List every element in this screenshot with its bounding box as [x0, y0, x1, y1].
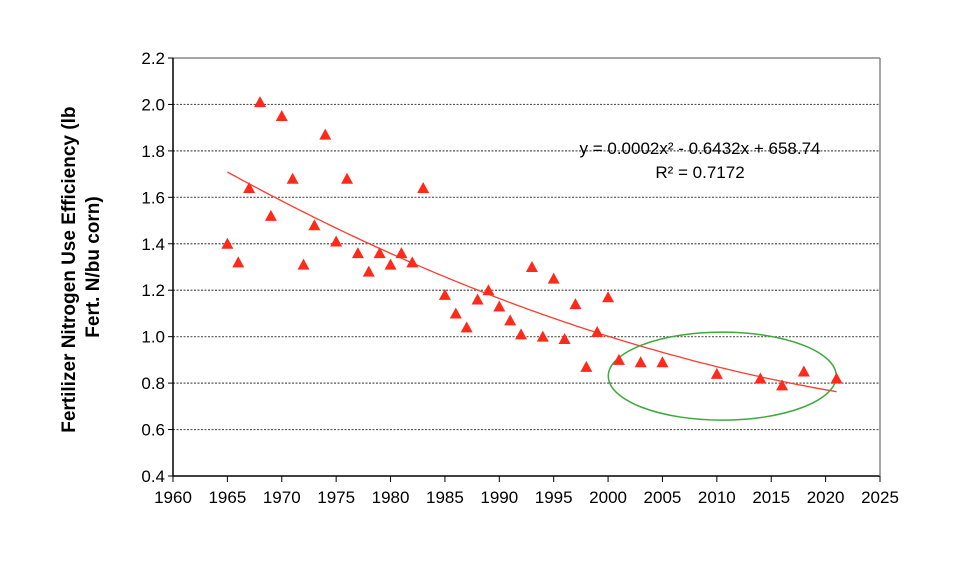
y-tick-label: 1.6 — [141, 188, 165, 207]
x-tick-label: 1965 — [208, 488, 246, 507]
y-tick-label: 2.2 — [141, 49, 165, 68]
x-tick-label: 2025 — [861, 488, 899, 507]
data-point — [656, 356, 669, 368]
data-point — [275, 110, 288, 122]
data-point — [351, 247, 364, 259]
data-point — [776, 379, 789, 391]
data-point — [493, 300, 506, 312]
x-tick-label: 1980 — [372, 488, 410, 507]
y-tick-label: 1.2 — [141, 281, 165, 300]
data-point — [754, 372, 767, 384]
gridlines — [173, 57, 880, 431]
x-tick-label: 1990 — [480, 488, 518, 507]
x-tick-label: 2010 — [698, 488, 736, 507]
x-tick-label: 1960 — [154, 488, 192, 507]
data-point — [558, 332, 571, 344]
y-tick-label: 1.0 — [141, 328, 165, 347]
data-point — [243, 182, 256, 194]
x-tick-label: 1995 — [535, 488, 573, 507]
y-axis-title-line2: Fert. N/bu corn) — [83, 196, 104, 337]
r-squared-label: R² = 0.7172 — [655, 163, 744, 182]
x-tick-label: 2005 — [644, 488, 682, 507]
x-tick-label: 1970 — [263, 488, 301, 507]
data-point — [221, 237, 234, 249]
data-point — [634, 356, 647, 368]
data-point — [395, 247, 408, 259]
data-point — [373, 247, 386, 259]
data-point — [384, 258, 397, 270]
data-point — [417, 182, 430, 194]
data-point — [254, 96, 267, 108]
y-tick-labels: 0.4 0.6 0.8 1.0 1.2 1.4 1.6 1.8 2.0 2.2 — [141, 49, 165, 486]
data-point — [264, 209, 277, 221]
x-tick-label: 1985 — [426, 488, 464, 507]
x-tick-label: 2015 — [752, 488, 790, 507]
data-point — [602, 291, 615, 303]
data-point — [525, 261, 538, 272]
data-point — [797, 365, 810, 377]
x-tick-label: 2000 — [589, 488, 627, 507]
data-point — [591, 326, 604, 338]
y-axis-title: Fertilizer Nitrogen Use Efficiency (lb F… — [59, 101, 104, 433]
data-point — [286, 172, 299, 184]
data-point — [449, 307, 462, 319]
data-point — [330, 235, 343, 247]
data-point — [232, 256, 245, 268]
y-tick-label: 1.8 — [141, 142, 165, 161]
data-point — [547, 272, 560, 284]
data-point — [460, 321, 473, 333]
data-point — [406, 256, 419, 268]
y-axis-title-line1: Fertilizer Nitrogen Use Efficiency (lb — [59, 107, 80, 433]
data-point — [515, 328, 528, 340]
data-point — [308, 219, 321, 231]
data-point — [341, 172, 354, 184]
x-tick-labels: 1960 1965 1970 1975 1980 1985 1990 1995 2000 2005… — [154, 488, 899, 507]
y-tick-label: 0.8 — [141, 374, 165, 393]
data-point — [319, 128, 332, 140]
data-point — [830, 372, 843, 384]
data-point — [471, 293, 484, 305]
data-point — [482, 284, 495, 296]
y-tick-label: 1.4 — [141, 235, 165, 254]
trendline — [227, 171, 837, 393]
data-point — [297, 258, 310, 270]
y-tick-label: 0.6 — [141, 421, 165, 440]
data-points — [221, 96, 843, 391]
data-point — [438, 288, 451, 300]
y-tick-label: 0.4 — [141, 467, 165, 486]
data-point — [536, 330, 549, 342]
data-point — [612, 353, 625, 365]
data-point — [569, 298, 582, 310]
data-point — [504, 314, 517, 326]
axes — [168, 57, 881, 482]
data-point — [362, 265, 375, 277]
data-point — [710, 367, 723, 379]
x-tick-label: 1975 — [317, 488, 355, 507]
trendline-equation: y = 0.0002x² - 0.6432x + 658.74 — [579, 139, 820, 158]
data-point — [580, 360, 593, 372]
y-tick-label: 2.0 — [141, 95, 165, 114]
x-tick-label: 2020 — [807, 488, 845, 507]
